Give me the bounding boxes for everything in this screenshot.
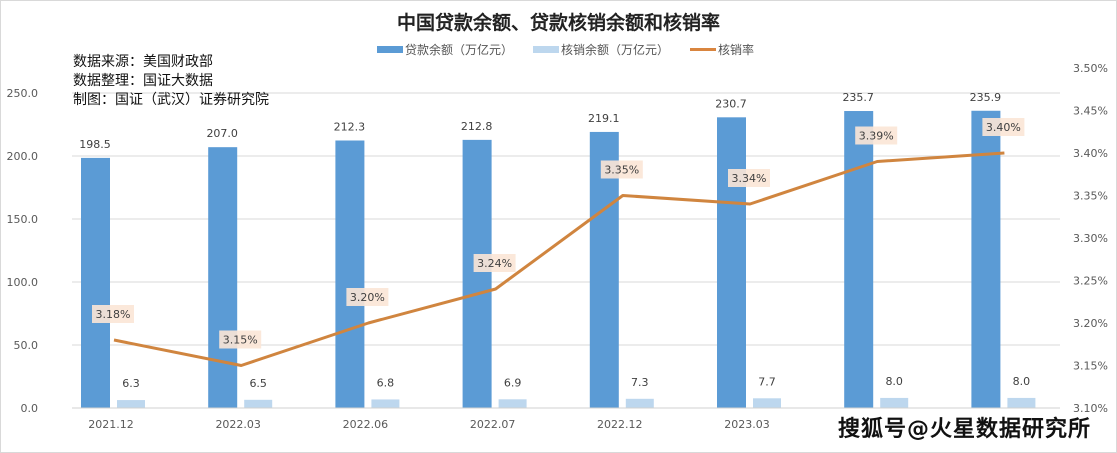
loan-balance-bar: [335, 140, 365, 408]
legend-item-loan-balance: 贷款余额（万亿元）: [377, 41, 513, 58]
rate-label-bg: [219, 330, 262, 349]
rate-value-label: 3.35%: [604, 164, 639, 177]
watermark: 搜狐号@火星数据研究所: [837, 417, 1091, 442]
bar-value-label: 6.9: [504, 376, 522, 389]
chart-legend: 贷款余额（万亿元） 核销余额（万亿元） 核销率: [0, 41, 1117, 57]
writeoff-balance-bar: [625, 398, 654, 408]
right-axis-tick: 3.30%: [1073, 232, 1108, 245]
bar-value-label: 235.7: [842, 91, 874, 104]
right-axis-tick: 3.35%: [1073, 190, 1108, 203]
right-axis-tick: 3.45%: [1073, 105, 1108, 118]
bar-value-label: 198.5: [79, 138, 111, 151]
legend-label: 核销余额（万亿元）: [561, 43, 670, 57]
category-label: 2022.06: [343, 418, 389, 431]
rate-label-bg: [982, 118, 1025, 136]
bar-value-label: 235.9: [970, 91, 1002, 104]
legend-item-writeoff-rate: 核销率: [690, 41, 754, 58]
rate-value-label: 3.20%: [350, 291, 385, 304]
bar-value-label: 7.7: [758, 375, 776, 388]
left-axis-tick: 50.0: [14, 339, 39, 352]
bar-value-label: 207.0: [206, 127, 238, 140]
loan-balance-bar: [81, 157, 110, 408]
loan-balance-bar: [462, 139, 492, 408]
rate-label-bg: [346, 288, 389, 306]
rate-value-label: 3.18%: [96, 308, 131, 321]
writeoff-balance-bar: [371, 399, 400, 408]
category-label: 2022.12: [597, 418, 643, 431]
right-axis-tick: 3.25%: [1073, 275, 1108, 288]
loan-balance-bar: [717, 117, 746, 409]
right-axis-tick: 3.20%: [1073, 317, 1108, 330]
rate-label-bg: [600, 160, 643, 179]
left-axis-tick: 0.0: [21, 402, 39, 415]
right-axis-tick: 3.40%: [1073, 147, 1108, 160]
writeoff-balance-bar: [753, 398, 781, 408]
legend-swatch-orange-line: [690, 48, 716, 51]
bar-value-label: 7.3: [631, 376, 649, 389]
right-axis-tick: 3.50%: [1073, 62, 1108, 75]
legend-swatch-light-blue: [533, 46, 559, 53]
legend-label: 贷款余额（万亿元）: [405, 43, 514, 57]
category-label: 2023.03: [724, 418, 770, 431]
bar-value-label: 219.1: [588, 112, 620, 125]
right-axis-tick: 3.10%: [1073, 402, 1108, 415]
rate-value-label: 3.40%: [986, 121, 1021, 134]
bar-value-label: 6.3: [122, 377, 140, 390]
bar-value-label: 6.5: [249, 377, 267, 390]
category-label: 2022.03: [215, 418, 261, 431]
bar-value-label: 212.8: [461, 120, 493, 133]
bar-value-label: 6.8: [377, 376, 395, 389]
rate-label-bg: [728, 169, 770, 187]
rate-value-label: 3.39%: [859, 130, 894, 143]
chart-title: 中国贷款余额、贷款核销余额和核销率: [396, 12, 720, 34]
writeoff-balance-bar: [498, 399, 527, 408]
bar-value-label: 8.0: [885, 375, 903, 388]
legend-swatch-dark-blue: [377, 46, 403, 53]
category-label: 2022.07: [470, 418, 516, 431]
rate-value-label: 3.24%: [477, 257, 512, 270]
writeoff-rate-line: [113, 151, 1005, 367]
legend-label: 核销率: [718, 43, 755, 57]
rate-label-bg: [855, 126, 898, 145]
chart-by-note: 制图：国证（武汉）证券研究院: [73, 92, 269, 108]
rate-label-bg: [473, 254, 516, 272]
writeoff-balance-bar: [880, 397, 909, 408]
left-axis-tick: 150.0: [7, 213, 39, 226]
writeoff-balance-bar: [244, 399, 273, 408]
rate-value-label: 3.34%: [732, 172, 767, 185]
writeoff-balance-bar: [1007, 397, 1036, 408]
bar-value-label: 230.7: [715, 97, 747, 110]
left-axis-tick: 250.0: [7, 87, 39, 100]
source-note: 数据来源：美国财政部: [73, 54, 213, 70]
left-axis-tick: 200.0: [7, 150, 39, 163]
bar-value-label: 8.0: [1013, 375, 1031, 388]
left-axis-tick: 100.0: [7, 276, 39, 289]
rate-value-label: 3.15%: [223, 334, 258, 347]
rate-label-bg: [92, 305, 134, 323]
category-label: 2021.12: [88, 418, 134, 431]
bar-value-label: 212.3: [334, 121, 366, 134]
right-axis-tick: 3.15%: [1073, 360, 1108, 373]
loan-balance-bar: [971, 110, 1001, 409]
loan-balance-bar: [844, 111, 874, 408]
compiled-by-note: 数据整理：国证大数据: [73, 73, 213, 89]
writeoff-balance-bar: [117, 400, 145, 408]
loan-balance-bar: [208, 147, 238, 408]
legend-item-writeoff-balance: 核销余额（万亿元）: [533, 41, 669, 58]
